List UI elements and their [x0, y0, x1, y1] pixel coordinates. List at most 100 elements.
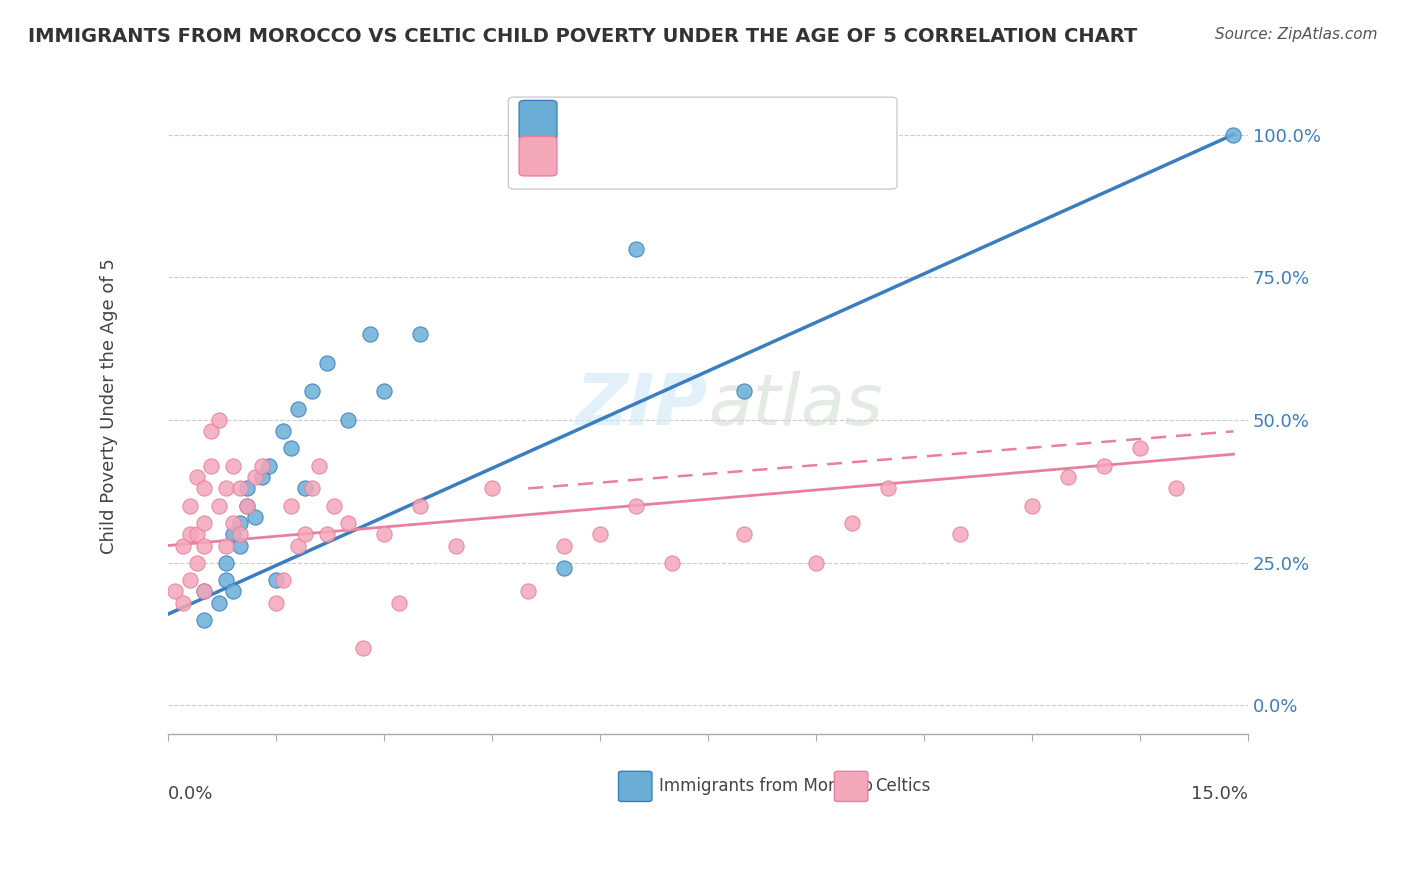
FancyBboxPatch shape	[519, 101, 557, 140]
Point	[315, 527, 337, 541]
Point	[287, 539, 309, 553]
Text: Child Poverty Under the Age of 5: Child Poverty Under the Age of 5	[100, 258, 118, 554]
Point	[193, 584, 215, 599]
Point	[243, 470, 266, 484]
Point	[1129, 442, 1152, 456]
Point	[308, 458, 330, 473]
Text: 57: 57	[727, 147, 751, 165]
Point	[315, 356, 337, 370]
Point	[301, 384, 323, 399]
Text: 0.0%: 0.0%	[169, 785, 214, 804]
Point	[236, 499, 259, 513]
Text: Immigrants from Morocco: Immigrants from Morocco	[659, 778, 873, 796]
Point	[243, 510, 266, 524]
Point	[877, 482, 900, 496]
Point	[229, 482, 252, 496]
Point	[172, 539, 194, 553]
Point	[250, 470, 273, 484]
Point	[179, 527, 201, 541]
Point	[273, 425, 295, 439]
Point	[273, 573, 295, 587]
Point	[222, 527, 245, 541]
Point	[733, 384, 755, 399]
Point	[215, 556, 238, 570]
Text: 15.0%: 15.0%	[1191, 785, 1249, 804]
Point	[229, 516, 252, 530]
Point	[804, 556, 827, 570]
Point	[294, 482, 316, 496]
Point	[373, 527, 395, 541]
FancyBboxPatch shape	[509, 97, 897, 189]
Point	[208, 413, 231, 427]
Point	[359, 327, 381, 342]
Text: N =: N =	[692, 104, 733, 122]
Point	[553, 539, 575, 553]
Point	[236, 482, 259, 496]
Point	[949, 527, 972, 541]
Point	[229, 527, 252, 541]
Point	[409, 327, 432, 342]
Text: atlas: atlas	[709, 371, 883, 440]
Point	[193, 613, 215, 627]
Point	[624, 499, 647, 513]
Point	[280, 442, 302, 456]
Text: R =: R =	[565, 147, 605, 165]
Text: Celtics: Celtics	[876, 778, 931, 796]
Point	[222, 516, 245, 530]
Point	[257, 458, 280, 473]
Text: 0.707: 0.707	[598, 104, 655, 122]
Text: 29: 29	[727, 104, 751, 122]
Point	[409, 499, 432, 513]
Point	[589, 527, 612, 541]
Point	[250, 458, 273, 473]
Point	[1222, 128, 1244, 142]
Text: R =: R =	[565, 104, 605, 122]
Point	[481, 482, 503, 496]
Point	[215, 482, 238, 496]
Point	[200, 458, 222, 473]
Point	[661, 556, 683, 570]
Point	[444, 539, 467, 553]
Point	[172, 596, 194, 610]
Point	[186, 556, 208, 570]
Text: Source: ZipAtlas.com: Source: ZipAtlas.com	[1215, 27, 1378, 42]
Point	[301, 482, 323, 496]
Text: 0.139: 0.139	[598, 147, 655, 165]
Point	[322, 499, 344, 513]
Point	[193, 584, 215, 599]
Point	[222, 458, 245, 473]
Point	[193, 516, 215, 530]
Point	[200, 425, 222, 439]
FancyBboxPatch shape	[834, 772, 868, 802]
Point	[373, 384, 395, 399]
Point	[280, 499, 302, 513]
Point	[1164, 482, 1187, 496]
Point	[841, 516, 863, 530]
Point	[229, 539, 252, 553]
FancyBboxPatch shape	[519, 136, 557, 176]
Point	[1021, 499, 1043, 513]
Point	[215, 539, 238, 553]
Point	[165, 584, 187, 599]
Point	[624, 242, 647, 256]
Point	[287, 401, 309, 416]
Point	[294, 527, 316, 541]
Point	[208, 499, 231, 513]
Point	[193, 482, 215, 496]
Point	[215, 573, 238, 587]
Point	[264, 573, 287, 587]
Point	[236, 499, 259, 513]
Text: ZIP: ZIP	[576, 371, 709, 440]
Point	[337, 413, 360, 427]
Point	[352, 641, 374, 656]
Point	[1092, 458, 1115, 473]
Point	[186, 470, 208, 484]
Text: N =: N =	[692, 147, 733, 165]
Point	[222, 584, 245, 599]
Point	[186, 527, 208, 541]
Point	[264, 596, 287, 610]
Point	[179, 573, 201, 587]
Point	[517, 584, 540, 599]
Point	[733, 527, 755, 541]
Text: IMMIGRANTS FROM MOROCCO VS CELTIC CHILD POVERTY UNDER THE AGE OF 5 CORRELATION C: IMMIGRANTS FROM MOROCCO VS CELTIC CHILD …	[28, 27, 1137, 45]
